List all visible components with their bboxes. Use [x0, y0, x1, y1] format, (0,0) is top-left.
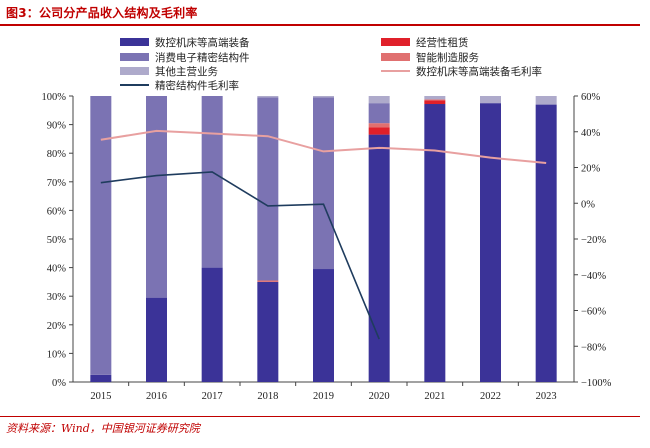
y-left-tick-label: 50%: [47, 235, 67, 246]
y-left-tick-label: 80%: [47, 149, 67, 160]
legend-swatch-other: [120, 67, 149, 75]
x-tick-label: 2020: [369, 391, 390, 402]
bar-consumer-2015: [90, 96, 112, 375]
bar-cnc-2019: [313, 269, 334, 382]
x-tick-label: 2018: [257, 391, 278, 402]
source-note: 资料来源：Wind，中国银河证券研究院: [6, 422, 200, 435]
x-tick-label: 2022: [480, 391, 501, 402]
bar-cnc-2018: [257, 281, 279, 382]
chart-title: 图3：公司分产品收入结构及毛利率: [6, 6, 198, 20]
y-right-tick-label: −20%: [581, 235, 606, 246]
x-tick-label: 2015: [90, 391, 111, 402]
bar-leasing-2021: [424, 100, 446, 105]
y-left-tick-label: 40%: [47, 264, 67, 275]
bar-cnc-2022: [480, 103, 501, 383]
line-precision_margin_line: [100, 171, 380, 340]
y-left-tick-label: 10%: [47, 349, 67, 360]
legend-label-smart_mfg: 智能制造服务: [416, 51, 479, 64]
legend-label-leasing: 经营性租赁: [416, 36, 469, 49]
bar-other-2019: [313, 96, 334, 98]
bar-smart_mfg-2018: [257, 280, 279, 282]
y-left-tick-label: 70%: [47, 178, 67, 189]
legend-label-cnc_margin_line: 数控机床等高端装备毛利率: [416, 65, 542, 78]
title-rule: [0, 24, 640, 26]
bar-consumer-2019: [313, 97, 334, 270]
bar-cnc-2021: [424, 104, 446, 383]
bar-consumer-2018: [257, 97, 279, 281]
legend-swatch-cnc: [120, 38, 149, 46]
legend-swatch-leasing: [381, 38, 410, 46]
y-left-tick-label: 100%: [42, 92, 67, 103]
bar-consumer-2017: [201, 96, 223, 268]
legend-label-consumer: 消费电子精密结构件: [155, 51, 250, 64]
x-tick-label: 2021: [424, 391, 445, 402]
y-right-tick-label: −100%: [581, 378, 612, 389]
y-right-tick-label: −40%: [581, 271, 606, 282]
bar-cnc-2020: [368, 134, 390, 382]
legend-label-other: 其他主营业务: [155, 65, 218, 78]
legend-swatch-smart_mfg: [381, 53, 410, 61]
bar-other-2020: [368, 96, 390, 104]
bar-consumer-2016: [146, 96, 167, 298]
x-tick-label: 2017: [202, 391, 223, 402]
y-right-tick-label: 20%: [581, 164, 601, 175]
bar-other-2022: [480, 96, 501, 104]
y-right-tick-label: 40%: [581, 128, 601, 139]
bar-leasing-2020: [368, 127, 390, 135]
bar-other-2021: [424, 96, 446, 100]
legend-label-precision_margin_line: 精密结构件毛利率: [155, 79, 239, 92]
y-left-tick-label: 90%: [47, 121, 67, 132]
bar-cnc-2016: [146, 297, 167, 382]
y-right-tick-label: −60%: [581, 307, 606, 318]
bar-cnc-2017: [201, 267, 223, 382]
x-tick-label: 2016: [146, 391, 167, 402]
bar-other-2023: [535, 96, 557, 105]
x-tick-label: 2023: [536, 391, 557, 402]
x-tick-label: 2019: [313, 391, 334, 402]
footer-rule: [0, 416, 640, 417]
y-left-tick-label: 30%: [47, 292, 67, 303]
legend-label-cnc: 数控机床等高端装备: [155, 36, 250, 49]
y-right-tick-label: 0%: [581, 199, 595, 210]
bar-smart_mfg-2021: [424, 99, 446, 101]
y-left-tick-label: 0%: [52, 378, 66, 389]
y-right-tick-label: 60%: [581, 92, 601, 103]
y-left-tick-label: 20%: [47, 321, 67, 332]
bar-cnc-2023: [535, 104, 557, 382]
y-left-tick-label: 60%: [47, 206, 67, 217]
legend-swatch-consumer: [120, 53, 149, 61]
y-right-tick-label: −80%: [581, 342, 606, 353]
bar-cnc-2015: [90, 374, 112, 382]
bar-other-2018: [257, 96, 279, 98]
bar-consumer-2020: [368, 103, 390, 124]
bar-smart_mfg-2020: [368, 123, 390, 128]
